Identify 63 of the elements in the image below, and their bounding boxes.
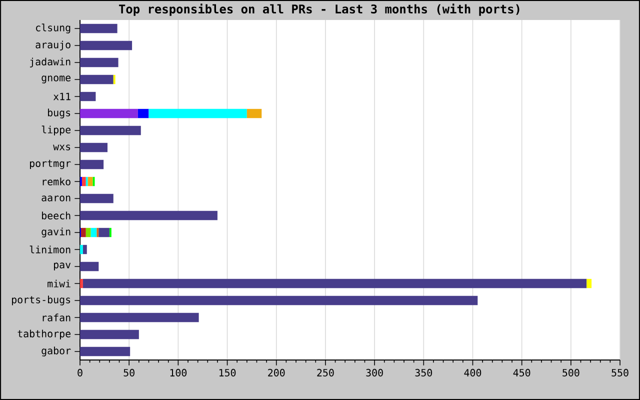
bar <box>246 108 262 118</box>
y-tick-label: ports-bugs <box>12 296 70 306</box>
y-tick-label: gavin <box>42 228 70 238</box>
x-tick-label: 150 <box>219 368 236 376</box>
bar <box>148 108 247 118</box>
y-tick-label: bugs <box>48 108 70 118</box>
y-tick-label: miwi <box>48 280 70 288</box>
chart-title: Top responsibles on all PRs - Last 3 months (with ports) <box>118 4 520 16</box>
y-tick-label: lippe <box>42 126 71 136</box>
bar <box>98 228 110 238</box>
bar <box>80 346 130 356</box>
bar <box>138 108 149 118</box>
bar <box>80 330 139 340</box>
x-tick-label: 200 <box>268 368 285 376</box>
x-tick-label: 50 <box>124 368 134 376</box>
y-tick-label: tabthorpe <box>18 330 70 340</box>
bar <box>80 142 108 152</box>
y-tick-label: clsung <box>36 24 70 34</box>
bar <box>80 228 86 238</box>
x-tick-label: 550 <box>612 368 628 376</box>
y-tick-label: wxs <box>53 144 70 150</box>
y-tick-label: gnome <box>42 76 71 84</box>
y-tick-label: beech <box>42 212 70 220</box>
bar <box>82 278 587 288</box>
bar <box>80 194 114 204</box>
bar <box>80 262 99 272</box>
x-tick-label: 350 <box>415 368 432 376</box>
bar <box>80 108 138 118</box>
bar <box>82 244 87 254</box>
bar <box>80 74 114 84</box>
y-tick-label: x11 <box>53 92 70 100</box>
y-tick-label: portmgr <box>30 160 71 170</box>
x-tick-label: 250 <box>317 368 334 376</box>
y-tick-label: jadawin <box>30 58 70 68</box>
bar <box>80 40 132 50</box>
bar <box>80 296 478 306</box>
y-tick-label: linimon <box>30 246 70 254</box>
bar <box>80 58 118 68</box>
bar <box>80 312 199 322</box>
bar <box>80 92 96 102</box>
y-tick-label: rafan <box>42 314 70 322</box>
x-tick-label: 0 <box>78 368 82 376</box>
y-tick-label: araujo <box>36 40 70 50</box>
bar <box>90 228 97 238</box>
bar <box>80 24 118 34</box>
bar <box>86 228 91 238</box>
bar <box>82 176 86 186</box>
bar <box>80 210 218 220</box>
x-tick-label: 400 <box>464 368 482 376</box>
x-tick-label: 500 <box>562 368 580 376</box>
y-tick-label: aaron <box>42 196 70 202</box>
bar <box>88 176 93 186</box>
x-tick-label: 300 <box>366 368 383 376</box>
y-tick-label: pav <box>54 262 71 270</box>
bar <box>80 278 83 288</box>
y-tick-label: remko <box>42 178 70 186</box>
x-tick-label: 100 <box>170 368 187 376</box>
x-tick-label: 450 <box>513 368 530 376</box>
bar <box>80 160 104 170</box>
y-tick-label: gabor <box>42 346 71 356</box>
bar <box>586 278 592 288</box>
bar <box>80 244 83 254</box>
bar <box>80 126 141 136</box>
